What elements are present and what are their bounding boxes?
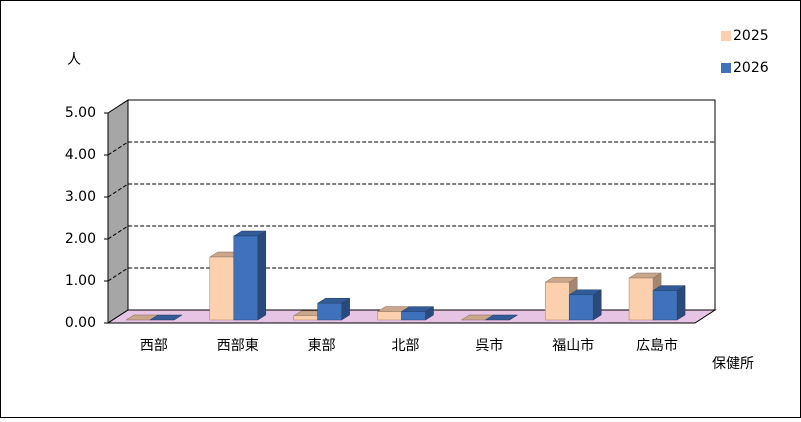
bar <box>484 314 519 321</box>
x-tick-label: 東部 <box>308 338 336 354</box>
bar-front <box>544 281 570 321</box>
grid-line <box>107 225 715 240</box>
bar-top <box>149 314 183 321</box>
y-tick-label: 4.00 <box>65 147 96 163</box>
bar <box>316 297 351 321</box>
bar-front <box>293 315 318 321</box>
grid-line <box>107 267 715 282</box>
bar-front <box>209 256 235 321</box>
grid-line <box>107 141 715 156</box>
y-tick-label: 1.00 <box>65 273 96 289</box>
legend-swatch <box>721 63 731 73</box>
bar-front <box>233 235 259 321</box>
bar-front <box>377 311 402 321</box>
y-tick-label: 2.00 <box>65 231 96 247</box>
x-tick-label: 西部東 <box>217 338 259 354</box>
x-tick-label: 呉市 <box>475 337 503 354</box>
bar-side <box>676 285 686 321</box>
legend-swatch <box>721 31 731 41</box>
bar-side <box>257 230 267 321</box>
bar-front <box>401 311 426 321</box>
bar <box>400 306 435 321</box>
bar-front <box>568 294 594 321</box>
y-axis-label: 人 <box>67 52 81 68</box>
bar <box>568 289 603 321</box>
y-tick-label: 3.00 <box>65 189 96 205</box>
bar-top <box>484 314 519 321</box>
x-tick-label: 広島市 <box>636 337 678 354</box>
bar-front <box>317 302 342 321</box>
grid-line <box>107 183 715 198</box>
left-wall <box>107 99 129 324</box>
bar-front <box>628 277 654 321</box>
bar-front <box>652 290 678 321</box>
legend-label: 2025 <box>733 28 769 44</box>
x-axis-label: 保健所 <box>712 356 754 372</box>
y-tick-label: 0.00 <box>65 315 96 331</box>
legend-label: 2026 <box>733 60 769 76</box>
x-tick-label: 西部 <box>140 338 168 354</box>
bar <box>232 230 267 321</box>
bar <box>652 285 686 321</box>
x-tick-label: 福山市 <box>552 337 594 354</box>
x-tick-label: 北部 <box>392 338 420 354</box>
bar <box>149 314 183 321</box>
y-tick-label: 5.00 <box>65 105 96 121</box>
